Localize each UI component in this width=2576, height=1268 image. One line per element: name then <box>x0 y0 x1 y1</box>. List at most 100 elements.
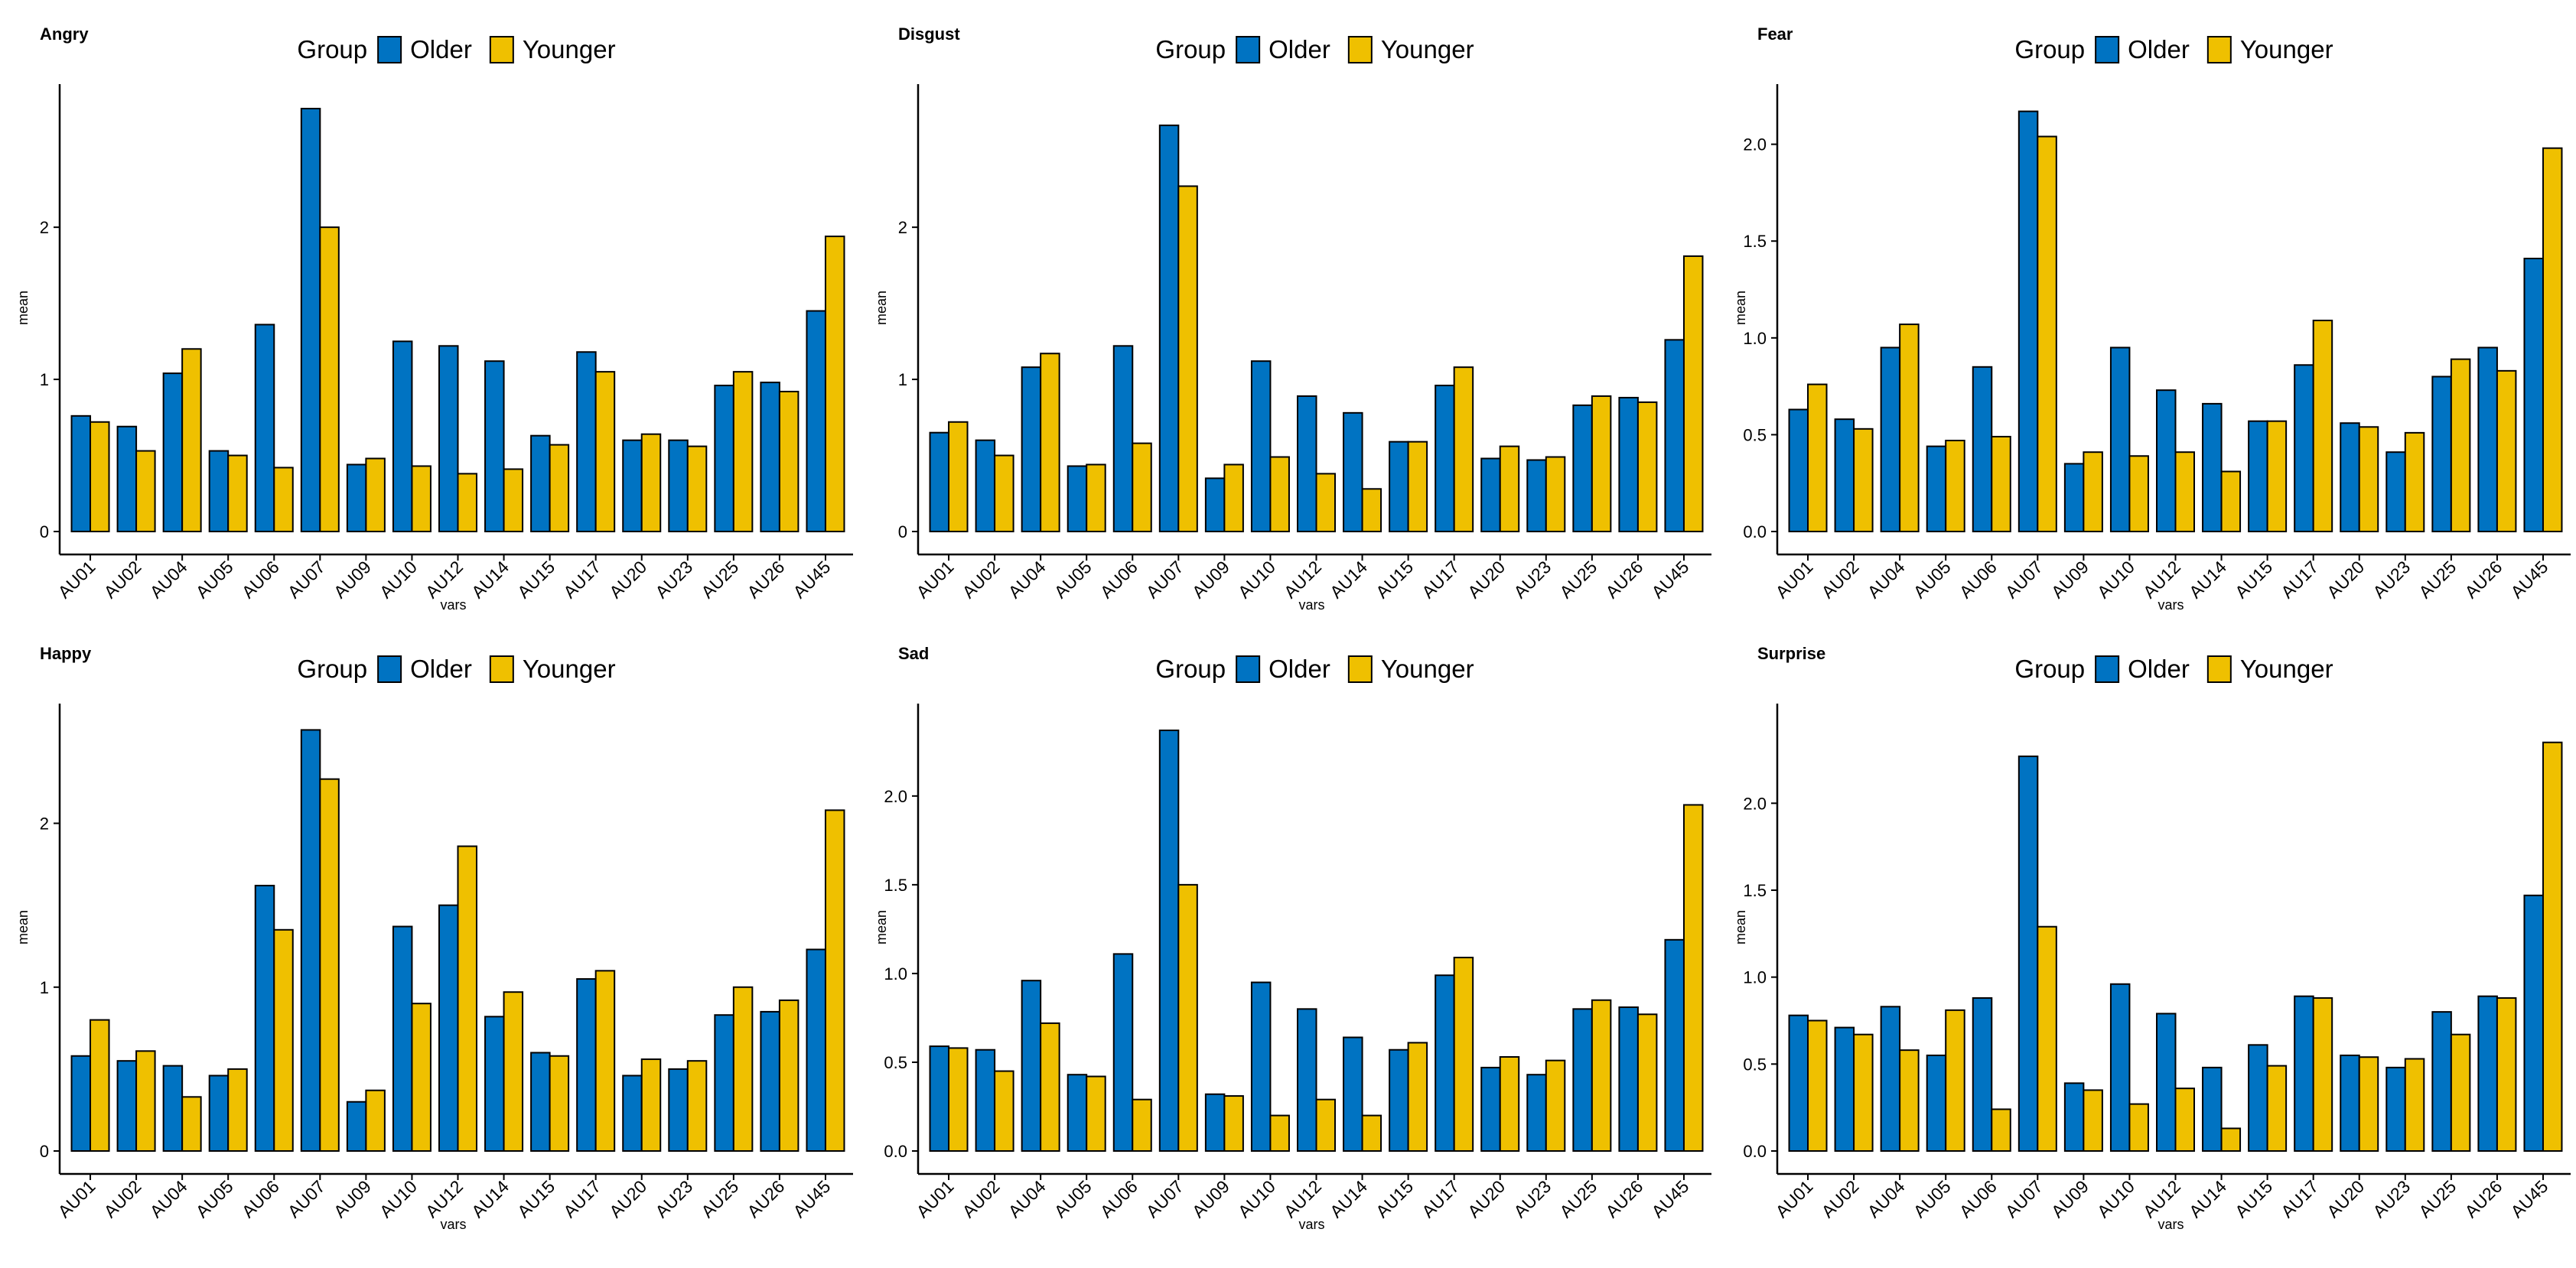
bar-younger-au07 <box>2037 135 2057 532</box>
bar-older-au06 <box>254 324 275 532</box>
bar-younger-au09 <box>2083 1089 2103 1153</box>
bar-younger-au26 <box>2496 369 2517 533</box>
x-tick-label: AU26 <box>1601 557 1646 602</box>
bar-younger-au10 <box>1269 1114 1290 1152</box>
bar-older-au09 <box>346 1101 367 1153</box>
x-tick-label: AU10 <box>1234 557 1279 602</box>
x-tick-label: AU14 <box>1326 1176 1371 1221</box>
bar-older-au20 <box>1480 1066 1501 1153</box>
bar-older-au14 <box>484 1016 505 1152</box>
bar-younger-au09 <box>1223 463 1244 533</box>
bar-younger-au14 <box>503 991 524 1153</box>
bar-younger-au23 <box>2404 1058 2425 1152</box>
panel-title: Fear <box>1757 24 1793 44</box>
y-tick-label: 1.5 <box>1743 232 1767 251</box>
y-axis-label: mean <box>1733 291 1748 325</box>
bar-younger-au45 <box>824 236 845 532</box>
x-tick-label: AU15 <box>1372 557 1417 602</box>
x-tick-label: AU25 <box>697 1176 742 1221</box>
x-tick-label: AU05 <box>192 1176 237 1221</box>
x-tick-label: AU14 <box>467 557 513 602</box>
bar-older-au07 <box>2017 755 2039 1153</box>
legend-swatch-younger <box>2206 36 2232 63</box>
bar-younger-au01 <box>90 421 110 532</box>
bar-younger-au17 <box>594 970 616 1152</box>
bar-younger-au02 <box>135 1050 156 1152</box>
x-axis-label: vars <box>1298 597 1324 613</box>
legend-label-older: Older <box>2128 35 2190 63</box>
x-tick-label: AU10 <box>2093 1176 2138 1221</box>
bar-older-au04 <box>162 372 184 532</box>
bar-older-au23 <box>1526 459 1547 533</box>
x-tick-label: AU01 <box>1771 557 1816 602</box>
legend-swatch-younger <box>489 655 514 683</box>
bar-younger-au20 <box>2358 426 2379 532</box>
x-tick-label: AU04 <box>146 1176 191 1221</box>
bar-older-au17 <box>576 978 597 1152</box>
bar-older-au17 <box>1435 385 1455 532</box>
bar-younger-au12 <box>1315 473 1336 533</box>
x-tick-label: AU26 <box>1601 1176 1646 1221</box>
panel-title: Sad <box>898 644 929 663</box>
bar-younger-au04 <box>1040 353 1060 532</box>
bar-older-au26 <box>760 382 780 532</box>
x-tick-label: AU26 <box>2460 1176 2506 1221</box>
bar-younger-au26 <box>2496 997 2517 1152</box>
bar-older-au14 <box>1343 1036 1363 1153</box>
bar-older-au02 <box>1834 418 1855 532</box>
legend-label-older: Older <box>410 655 472 683</box>
bar-older-au09 <box>1204 1093 1226 1153</box>
x-tick-label: AU05 <box>1050 557 1096 602</box>
bar-younger-au25 <box>732 371 754 532</box>
legend-swatch-older <box>2095 36 2120 63</box>
x-tick-label: AU12 <box>422 557 467 602</box>
panel-surprise: Surprise Group Older Younger 0.0 0.5 1.0 1.5 2.0… <box>1733 644 2571 1232</box>
legend-swatch-older <box>377 36 402 63</box>
y-axis-label: mean <box>1733 910 1748 944</box>
bar-younger-au01 <box>90 1019 110 1152</box>
x-tick-label: AU07 <box>2001 557 2047 602</box>
bar-younger-au07 <box>1177 185 1198 533</box>
bar-older-au12 <box>1297 395 1317 532</box>
y-axis-label: mean <box>874 291 889 325</box>
legend-label-younger: Younger <box>1381 35 1474 63</box>
x-tick-label: AU17 <box>1418 557 1463 602</box>
bar-younger-au23 <box>1545 1059 1566 1153</box>
bar-older-au06 <box>1972 366 1993 532</box>
y-axis-label: mean <box>15 910 31 944</box>
legend-label-older: Older <box>1268 35 1330 63</box>
bar-older-au15 <box>2248 1044 2268 1152</box>
bar-younger-au20 <box>640 433 662 533</box>
bar-younger-au15 <box>2266 420 2288 532</box>
bar-younger-au26 <box>1636 1013 1658 1152</box>
x-tick-label: AU14 <box>2185 1176 2230 1221</box>
x-tick-label: AU12 <box>2139 557 2184 602</box>
bar-older-au10 <box>2109 346 2131 532</box>
bar-older-au14 <box>1343 411 1363 532</box>
x-tick-label: AU12 <box>1280 1176 1325 1221</box>
x-tick-label: AU02 <box>959 557 1004 602</box>
x-tick-label: AU12 <box>2139 1176 2184 1221</box>
y-tick-label: 2 <box>898 218 907 237</box>
bar-older-au23 <box>2385 451 2406 532</box>
bar-younger-au06 <box>1991 435 2011 533</box>
panel-title: Surprise <box>1757 644 1825 663</box>
legend-title: Group <box>2014 655 2085 683</box>
bar-younger-au04 <box>181 348 202 532</box>
legend-swatch-younger <box>1347 36 1373 63</box>
x-axis-label: vars <box>2158 597 2184 613</box>
x-tick-label: AU07 <box>1142 557 1187 602</box>
bar-older-au05 <box>208 450 230 533</box>
x-axis-label: vars <box>440 597 466 613</box>
bar-younger-au05 <box>227 454 248 532</box>
x-tick-label: AU17 <box>1418 1176 1463 1221</box>
bar-younger-au01 <box>948 1047 969 1152</box>
bar-older-au12 <box>1297 1008 1317 1153</box>
bar-older-au45 <box>806 948 826 1152</box>
x-tick-label: AU09 <box>1188 1176 1233 1221</box>
bar-younger-au05 <box>1945 1009 1965 1152</box>
x-tick-label: AU09 <box>2047 1176 2092 1221</box>
x-tick-label: AU06 <box>238 557 283 602</box>
bar-younger-au10 <box>411 1003 432 1153</box>
bar-older-au25 <box>2431 376 2452 533</box>
